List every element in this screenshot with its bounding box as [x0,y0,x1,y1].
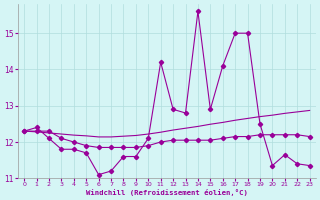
X-axis label: Windchill (Refroidissement éolien,°C): Windchill (Refroidissement éolien,°C) [86,189,248,196]
